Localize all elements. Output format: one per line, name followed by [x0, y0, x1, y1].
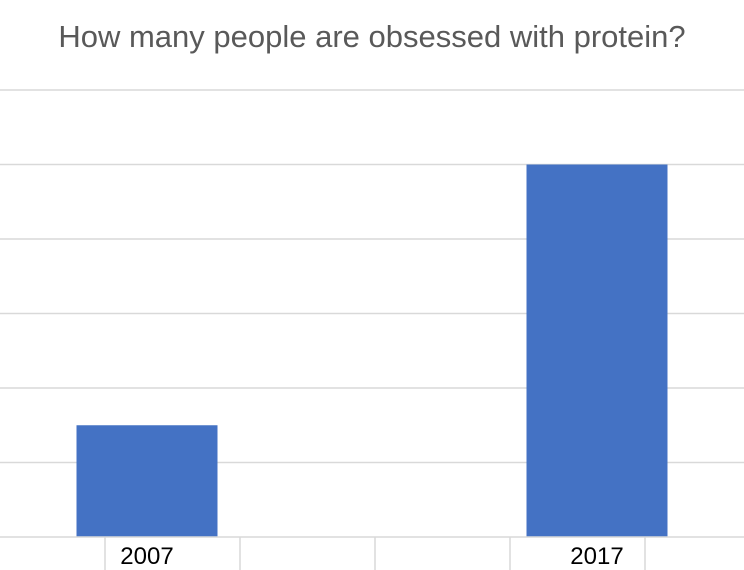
bar-2017 [526, 164, 668, 537]
bar-2007 [76, 425, 218, 537]
chart-title: How many people are obsessed with protei… [58, 19, 685, 54]
x-tick-label: 2017 [570, 543, 623, 570]
x-tick-label: 2007 [120, 543, 173, 570]
bars [76, 164, 668, 537]
x-axis: 2007 2017 [0, 536, 744, 570]
